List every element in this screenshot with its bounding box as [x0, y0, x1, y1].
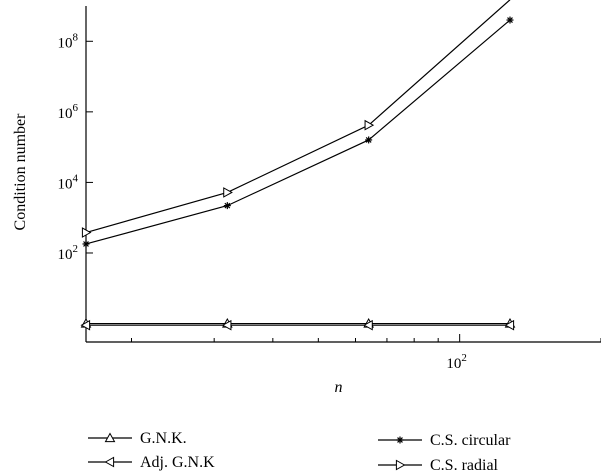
- legend-item: G.N.K.: [88, 430, 187, 447]
- data-point: [223, 187, 233, 198]
- legend-marker: [396, 436, 404, 444]
- legend-label: C.S. radial: [430, 457, 499, 474]
- y-tick-exp: 8: [73, 31, 79, 43]
- series-layer: [80, 0, 516, 331]
- series-line: [85, 0, 511, 234]
- y-axis-label: Condition number: [12, 113, 29, 231]
- legend-label: Adj. G.N.K: [140, 454, 215, 471]
- y-tick-exp: 2: [73, 243, 79, 255]
- data-point: [363, 319, 373, 331]
- legend-label: C.S. circular: [430, 432, 511, 449]
- data-point: [364, 119, 375, 131]
- y-tick-base: 10: [58, 106, 73, 122]
- legend-label: G.N.K.: [140, 430, 187, 447]
- data-point: [221, 319, 232, 331]
- data-point: [81, 227, 92, 238]
- data-point: [506, 16, 514, 24]
- legend-marker: [395, 459, 406, 471]
- x-axis-label: n: [335, 379, 343, 396]
- y-tick-base: 10: [58, 176, 73, 192]
- y-tick-exp: 4: [73, 172, 79, 184]
- y-tick-label: 108: [58, 31, 79, 51]
- y-tick-label: 104: [58, 172, 79, 192]
- legend: G.N.K. Adj. G.N.K C.S. circular C.S. radial: [88, 430, 511, 474]
- series-3: [82, 16, 514, 248]
- data-point: [365, 136, 373, 144]
- y-tick-base: 10: [58, 247, 73, 263]
- x-tick-base: 10: [446, 356, 461, 372]
- legend-item: Adj. G.N.K: [88, 454, 215, 471]
- legend-marker: [104, 432, 116, 443]
- y-tick-label: 102: [58, 243, 79, 263]
- series-line: [85, 19, 511, 245]
- series-4: [81, 0, 511, 238]
- series-1: [80, 318, 516, 328]
- data-point: [504, 319, 515, 331]
- series-2: [80, 319, 515, 331]
- y-tick-base: 10: [58, 35, 73, 51]
- y-tick-label: 106: [58, 102, 79, 122]
- legend-marker: [104, 456, 115, 468]
- x-tick-exp: 2: [461, 352, 467, 364]
- data-point: [82, 240, 90, 248]
- data-point: [223, 202, 231, 210]
- y-tick-exp: 6: [73, 102, 79, 114]
- data-point: [80, 319, 91, 331]
- x-tick-label: 102: [446, 352, 467, 372]
- legend-item: C.S. radial: [378, 457, 499, 474]
- legend-item: C.S. circular: [378, 432, 511, 449]
